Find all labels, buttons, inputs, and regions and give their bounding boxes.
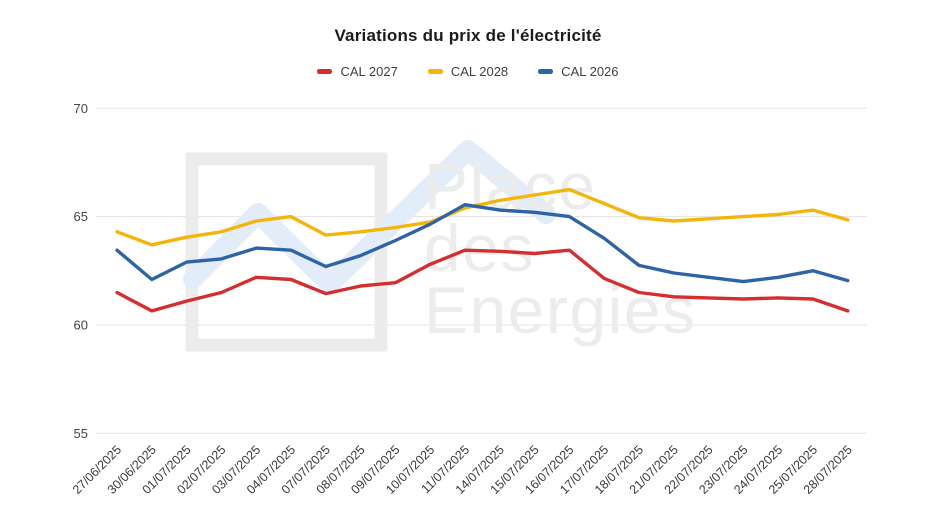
legend-swatch-icon — [317, 69, 333, 74]
watermark-text-line: des — [424, 211, 535, 285]
series-line-cal-2027[interactable] — [115, 248, 850, 313]
series-line-cal-2026[interactable] — [115, 202, 850, 284]
y-tick-label: 70 — [74, 101, 88, 116]
legend-label: CAL 2027 — [340, 64, 398, 79]
legend: CAL 2027 CAL 2028 CAL 2026 — [0, 64, 936, 79]
legend-label: CAL 2026 — [561, 64, 619, 79]
watermark-logo-zigzag-icon — [183, 140, 556, 294]
legend-label: CAL 2028 — [450, 64, 509, 79]
legend-item-cal-2027[interactable]: CAL 2027 — [317, 64, 398, 79]
chart-title: Variations du prix de l'électricité — [334, 26, 602, 45]
legend-swatch-icon — [538, 69, 554, 74]
y-tick-label: 65 — [74, 209, 88, 224]
watermark-text-line: Energies — [424, 273, 697, 347]
y-tick-label: 60 — [74, 317, 88, 332]
series-line-cal-2028[interactable] — [115, 187, 850, 247]
legend-item-cal-2026[interactable]: CAL 2026 — [538, 64, 619, 79]
y-tick-label: 55 — [74, 426, 88, 441]
legend-swatch-icon — [427, 69, 443, 74]
legend-item-cal-2028[interactable]: CAL 2028 — [427, 64, 509, 79]
watermark-logo-square — [185, 152, 388, 352]
